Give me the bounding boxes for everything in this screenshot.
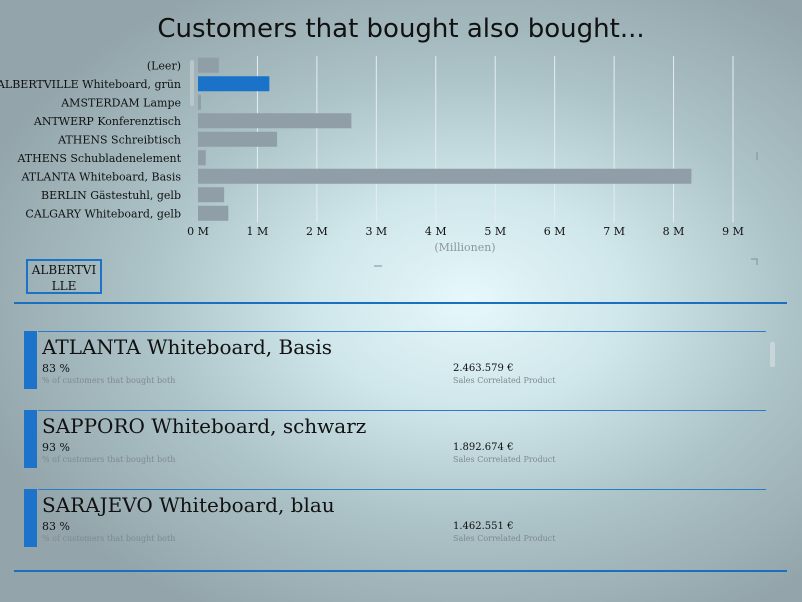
card-accent-bar: [24, 410, 37, 468]
category-label: ANTWERP Konferenztisch: [33, 115, 181, 128]
sales-correlated-amount: 1.462.551 €: [453, 521, 514, 532]
correlated-products-bar-chart[interactable]: (Leer) ALBERTVILLE Whiteboard, grün AMSTER…: [0, 0, 802, 270]
sales-correlated-label: Sales Correlated Product: [453, 376, 556, 385]
bar[interactable]: [198, 113, 352, 129]
tick-label: 5 M: [484, 225, 506, 238]
category-label: AMSTERDAM Lampe: [60, 96, 181, 109]
card-divider: [38, 489, 766, 490]
tick-label: 4 M: [425, 225, 447, 238]
card-divider: [38, 410, 766, 411]
tick-label: 8 M: [663, 225, 685, 238]
category-label: ATHENS Schubladenelement: [16, 152, 181, 165]
bar[interactable]: [198, 168, 692, 184]
sales-correlated-label: Sales Correlated Product: [453, 534, 556, 543]
tick-label: 7 M: [603, 225, 625, 238]
sales-correlated-amount: 1.892.674 €: [453, 442, 514, 453]
bar[interactable]: [198, 57, 219, 73]
tick-label: 2 M: [306, 225, 328, 238]
card-divider: [38, 331, 766, 332]
list-scrollbar[interactable]: [770, 342, 775, 367]
tick-label: 0 M: [187, 225, 209, 238]
tick-label: 1 M: [247, 225, 269, 238]
customers-both-percent: 83 %: [42, 362, 70, 375]
tick-label: 3 M: [365, 225, 387, 238]
category-label: ATHENS Schreibtisch: [57, 133, 181, 146]
product-card[interactable]: SAPPORO Whiteboard, schwarz 93 % % of cu…: [24, 410, 766, 488]
bar[interactable]: [198, 131, 278, 147]
bar[interactable]: [198, 205, 229, 221]
product-name: SARAJEVO Whiteboard, blau: [42, 493, 335, 517]
category-label: ATLANTA Whiteboard, Basis: [20, 170, 181, 183]
product-card[interactable]: SARAJEVO Whiteboard, blau 83 % % of cust…: [24, 489, 766, 567]
bar[interactable]: [198, 94, 201, 110]
report-title: Customers that bought also bought...: [157, 14, 645, 44]
customers-both-label: % of customers that bought both: [42, 455, 176, 464]
category-label: BERLIN Gästestuhl, gelb: [41, 189, 181, 202]
bar[interactable]: [198, 187, 225, 203]
tick-label: 6 M: [544, 225, 566, 238]
customers-both-label: % of customers that bought both: [42, 376, 176, 385]
product-name: ATLANTA Whiteboard, Basis: [42, 335, 333, 359]
product-name: SAPPORO Whiteboard, schwarz: [42, 414, 367, 438]
product-slicer[interactable]: ALBERTVILLE: [26, 259, 102, 294]
category-label: ALBERTVILLE Whiteboard, grün: [0, 78, 181, 91]
x-axis-title: (Millionen): [434, 241, 495, 254]
card-accent-bar: [24, 331, 37, 389]
sales-correlated-label: Sales Correlated Product: [453, 455, 556, 464]
category-label: CALGARY Whiteboard, gelb: [25, 207, 181, 220]
customers-both-percent: 93 %: [42, 441, 70, 454]
bar[interactable]: [198, 150, 206, 166]
chart-scrollbar[interactable]: [190, 60, 194, 106]
section-divider-top: [14, 302, 787, 304]
category-label: (Leer): [147, 59, 181, 72]
tick-label: 9 M: [722, 225, 744, 238]
sales-correlated-amount: 2.463.579 €: [453, 363, 514, 374]
product-card[interactable]: ATLANTA Whiteboard, Basis 83 % % of cust…: [24, 331, 766, 409]
bar[interactable]: [198, 76, 270, 92]
card-accent-bar: [24, 489, 37, 547]
scroll-down-icon: [190, 217, 194, 221]
section-divider-bottom: [14, 570, 787, 572]
customers-both-label: % of customers that bought both: [42, 534, 176, 543]
corner-handle-icon: [751, 258, 758, 265]
customers-both-percent: 83 %: [42, 520, 70, 533]
